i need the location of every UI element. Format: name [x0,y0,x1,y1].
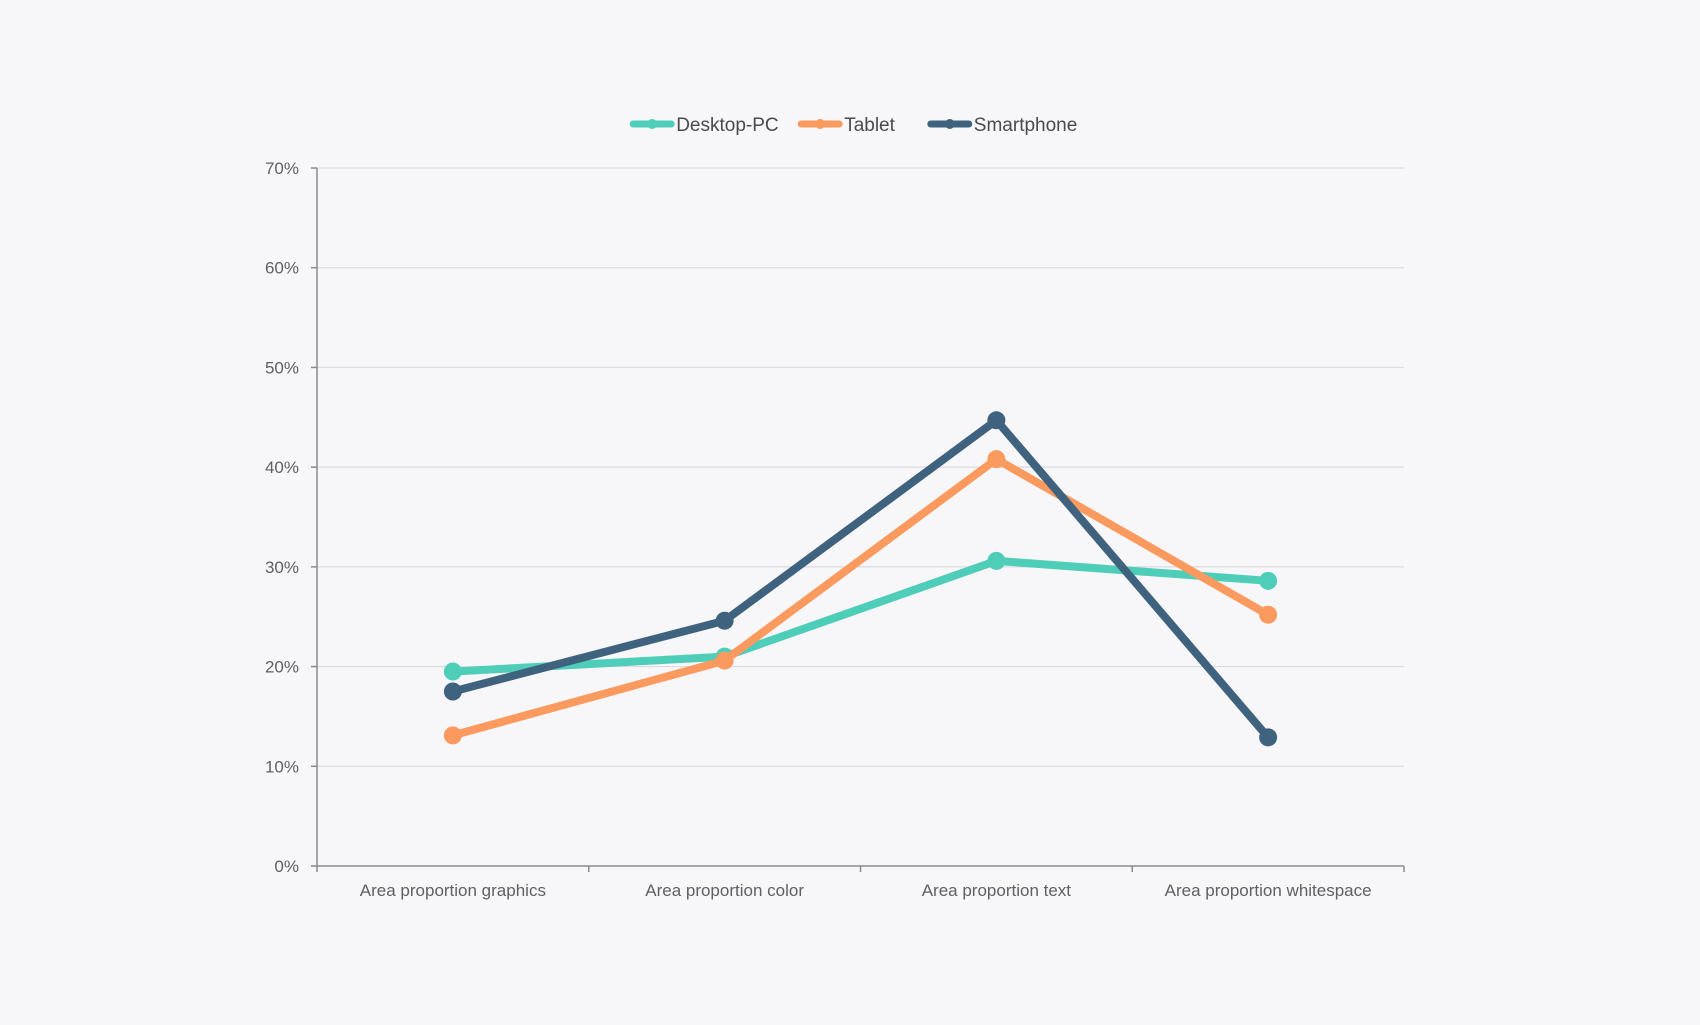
y-tick-label: 60% [265,259,299,278]
data-point-desktop-pc[interactable] [987,551,1006,570]
data-point-desktop-pc[interactable] [1259,571,1278,590]
y-tick-label: 30% [265,558,299,577]
legend-swatch-marker [944,119,955,129]
data-point-tablet[interactable] [987,450,1006,469]
legend-label: Desktop-PC [676,115,778,136]
legend: Desktop-PC Tablet Smartphone [629,115,1078,136]
data-point-tablet[interactable] [1259,605,1278,624]
x-tick-label: Area proportion whitespace [1165,881,1372,900]
grid-layer [317,167,1404,767]
data-point-smartphone[interactable] [987,411,1006,430]
x-tick-label: Area proportion text [922,881,1072,900]
axis-layer: 0% 10% 20% 30% 40% 50% 60% 70% Area proportion g… [265,159,1405,900]
legend-swatch-marker [815,119,826,129]
series-line-desktop-pc [448,556,1273,676]
data-point-desktop-pc[interactable] [443,662,462,681]
legend-label: Tablet [844,115,895,136]
y-tick-label: 50% [265,358,299,377]
data-point-smartphone[interactable] [443,682,462,701]
y-tick-label: 20% [265,658,299,677]
series-layer [443,411,1278,747]
y-tick-label: 10% [265,757,299,776]
x-tick-label: Area proportion color [645,881,804,900]
legend-item-tablet[interactable]: Tablet [797,115,896,136]
y-tick-label: 40% [265,458,299,477]
data-point-smartphone[interactable] [715,611,734,630]
data-point-tablet[interactable] [715,651,734,670]
legend-label: Smartphone [974,115,1078,136]
data-point-tablet[interactable] [443,726,462,745]
series-line-tablet [448,455,1273,740]
legend-item-smartphone[interactable]: Smartphone [927,115,1078,136]
legend-swatch-marker [647,119,658,129]
y-tick-label: 0% [274,857,299,876]
y-tick-label: 70% [265,159,299,178]
legend-item-desktop-pc[interactable]: Desktop-PC [629,115,779,136]
x-tick-label: Area proportion graphics [360,881,546,900]
data-point-smartphone[interactable] [1259,728,1278,747]
series-line-smartphone [448,416,1273,742]
